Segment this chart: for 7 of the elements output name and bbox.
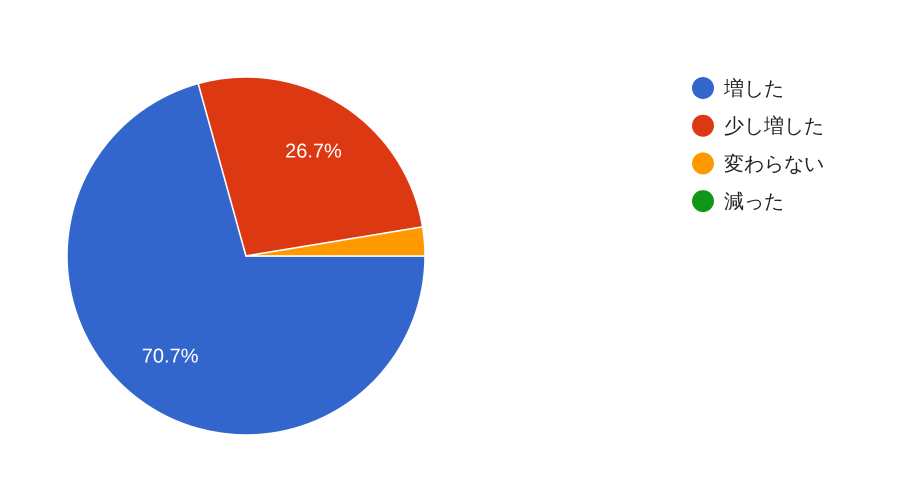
- pie: 70.7% 26.7%: [66, 76, 426, 436]
- legend-label: 減った: [724, 191, 784, 214]
- data-label: 70.7%: [142, 346, 199, 368]
- legend-label: 少し増した: [724, 114, 824, 138]
- legend-label: 変わらない: [724, 152, 824, 176]
- legend-label: 増した: [723, 77, 784, 100]
- data-label: 26.7%: [285, 140, 342, 162]
